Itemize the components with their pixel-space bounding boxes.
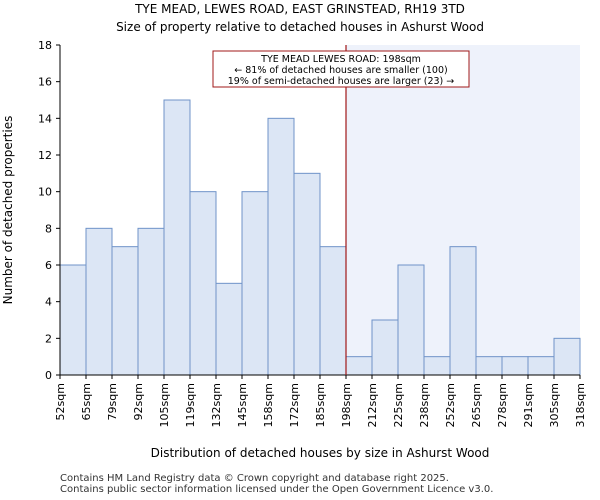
annotation-line: TYE MEAD LEWES ROAD: 198sqm <box>260 54 421 65</box>
histogram-bar <box>345 356 373 376</box>
y-tick-label: 0 <box>45 369 52 382</box>
annotation-box <box>212 50 470 88</box>
histogram-bar <box>475 356 503 376</box>
x-tick-label: 265sqm <box>470 383 483 427</box>
histogram-bar <box>553 337 581 376</box>
histogram-bar <box>137 227 165 376</box>
y-tick-label: 12 <box>38 149 52 162</box>
x-tick-label: 212sqm <box>366 383 379 427</box>
x-tick-label: 145sqm <box>236 383 249 427</box>
x-tick-label: 79sqm <box>106 383 119 420</box>
x-tick-label: 318sqm <box>574 383 587 427</box>
histogram-bar <box>293 172 321 376</box>
x-tick-label: 252sqm <box>444 383 457 427</box>
histogram-bar <box>423 356 451 376</box>
y-tick-label: 10 <box>38 186 52 199</box>
y-axis-label: Number of detached properties <box>1 116 15 305</box>
x-tick-label: 92sqm <box>132 383 145 420</box>
x-axis-label: Distribution of detached houses by size … <box>151 446 490 460</box>
histogram-bar <box>397 264 425 376</box>
y-tick-label: 8 <box>45 222 52 235</box>
histogram-bar <box>85 227 113 376</box>
x-tick-label: 185sqm <box>314 383 327 427</box>
y-tick-label: 2 <box>45 332 52 345</box>
y-tick-label: 14 <box>38 112 52 125</box>
annotation-line: ← 81% of detached houses are smaller (10… <box>234 65 447 76</box>
histogram-bar <box>527 356 555 376</box>
annotation-line: 19% of semi-detached houses are larger (… <box>228 76 455 87</box>
chart-subtitle: Size of property relative to detached ho… <box>116 20 484 34</box>
x-tick-label: 291sqm <box>522 383 535 427</box>
histogram-bar <box>449 246 477 376</box>
histogram-bar <box>59 264 87 376</box>
x-tick-label: 119sqm <box>184 383 197 427</box>
footer-licence: Contains public sector information licen… <box>60 484 494 495</box>
x-tick-label: 132sqm <box>210 383 223 427</box>
y-tick-label: 4 <box>45 296 52 309</box>
histogram-bar <box>371 319 399 376</box>
chart-title: TYE MEAD, LEWES ROAD, EAST GRINSTEAD, RH… <box>134 2 465 16</box>
histogram-bar <box>215 282 243 376</box>
x-tick-label: 158sqm <box>262 383 275 427</box>
y-tick-label: 18 <box>38 39 52 52</box>
x-tick-label: 278sqm <box>496 383 509 427</box>
x-tick-label: 65sqm <box>80 383 93 420</box>
y-tick-label: 16 <box>38 76 52 89</box>
histogram-bar <box>319 246 347 376</box>
histogram-bar <box>501 356 529 376</box>
footer-copyright: Contains HM Land Registry data © Crown c… <box>60 473 449 484</box>
x-tick-label: 198sqm <box>340 383 353 427</box>
histogram-bar <box>189 191 217 376</box>
x-tick-label: 105sqm <box>158 383 171 427</box>
x-tick-label: 225sqm <box>392 383 405 427</box>
x-tick-label: 52sqm <box>54 383 67 420</box>
x-tick-label: 238sqm <box>418 383 431 427</box>
histogram-bar <box>241 191 269 376</box>
histogram-bar <box>163 99 191 376</box>
histogram-bar <box>267 117 295 376</box>
y-tick-label: 6 <box>45 259 52 272</box>
x-tick-label: 305sqm <box>548 383 561 427</box>
x-tick-label: 172sqm <box>288 383 301 427</box>
histogram-bar <box>111 246 139 376</box>
